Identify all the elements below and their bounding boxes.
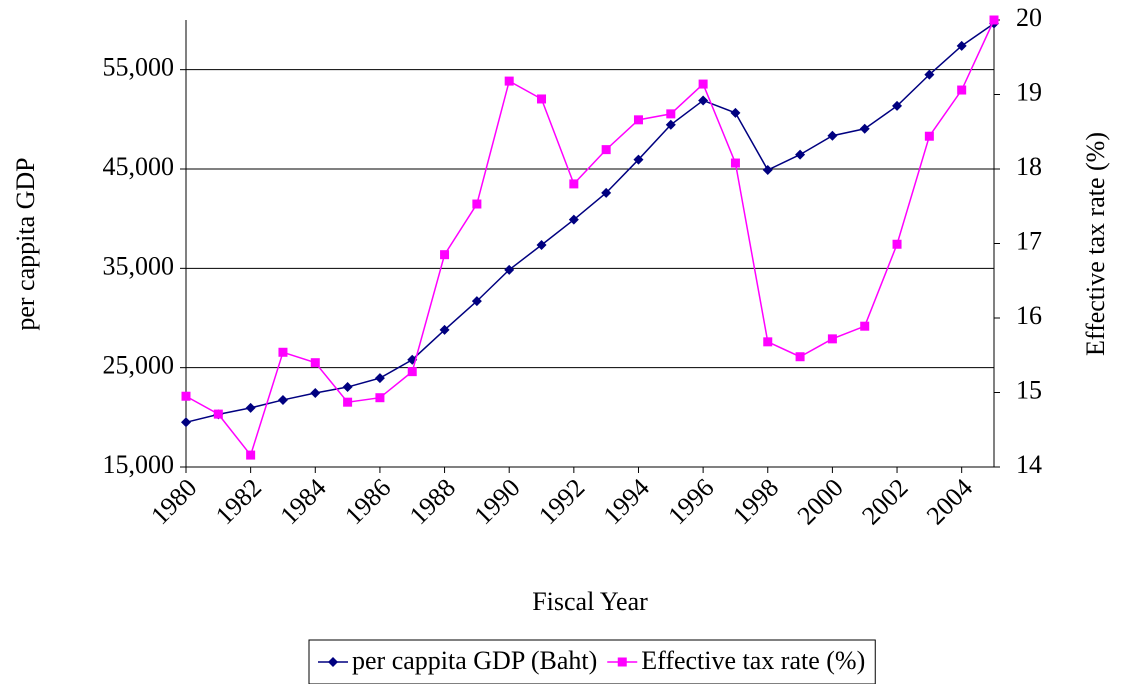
data-point: [859, 123, 870, 134]
data-point: [924, 131, 934, 141]
data-point: [310, 387, 321, 398]
data-point: [827, 130, 838, 141]
y2-tick-label: 16: [1016, 301, 1042, 330]
y2-tick-label: 18: [1016, 152, 1042, 181]
legend-label: Effective tax rate (%): [641, 646, 865, 675]
legend-box: [308, 639, 876, 684]
data-point: [698, 79, 708, 89]
y-tick-label: 25,000: [103, 351, 175, 380]
x-tick-label: 1992: [533, 473, 590, 530]
y-tick-label: 45,000: [103, 152, 175, 181]
data-point: [504, 264, 515, 275]
x-tick-label: 2002: [856, 473, 913, 530]
data-point: [924, 69, 935, 80]
data-point: [730, 158, 740, 168]
data-point: [795, 352, 805, 362]
y-tick-label: 35,000: [103, 251, 175, 280]
x-tick-label: 2004: [921, 473, 978, 530]
data-point: [310, 358, 320, 368]
data-point: [795, 149, 806, 160]
y-tick-label: 15,000: [103, 450, 175, 479]
y2-tick-label: 14: [1016, 450, 1042, 479]
y2-tick-label: 20: [1016, 3, 1042, 32]
data-point: [827, 334, 837, 344]
data-point: [537, 94, 547, 104]
data-point: [892, 239, 902, 249]
data-point: [440, 250, 450, 260]
data-point: [504, 76, 514, 86]
data-point: [762, 164, 773, 175]
data-point: [343, 397, 353, 407]
x-tick-label: 1996: [662, 473, 719, 530]
data-point: [375, 393, 385, 403]
data-point: [536, 239, 547, 250]
y-tick-label: 55,000: [103, 53, 175, 82]
x-tick-label: 1990: [468, 473, 525, 530]
data-point: [989, 15, 999, 25]
data-point: [472, 199, 482, 209]
data-point: [601, 145, 611, 155]
data-point: [374, 373, 385, 384]
legend-marker: [328, 657, 338, 667]
data-point: [698, 95, 709, 106]
series-line: [185, 19, 995, 457]
x-tick-label: 1986: [339, 473, 396, 530]
data-point: [471, 296, 482, 307]
data-point: [892, 100, 903, 111]
data-point: [439, 324, 450, 335]
x-tick-label: 1988: [404, 473, 461, 530]
data-point: [633, 115, 643, 125]
data-point: [568, 214, 579, 225]
series-line: [185, 22, 995, 424]
data-point: [763, 337, 773, 347]
data-point: [569, 179, 579, 189]
data-point: [213, 409, 223, 419]
x-tick-label: 1980: [145, 473, 202, 530]
x-tick-label: 1982: [210, 473, 267, 530]
legend-label: per cappita GDP (Baht): [352, 646, 597, 675]
x-axis-label: Fiscal Year: [532, 587, 648, 616]
data-point: [601, 187, 612, 198]
data-point: [730, 107, 741, 118]
x-tick-label: 1998: [727, 473, 784, 530]
legend: per cappita GDP (Baht) Effective tax rate…: [308, 639, 876, 684]
x-tick-label: 1994: [598, 473, 655, 530]
data-point: [665, 119, 676, 130]
data-point: [245, 402, 256, 413]
x-tick-label: 1984: [274, 473, 331, 530]
data-point: [342, 382, 353, 393]
data-point: [666, 109, 676, 119]
data-point: [181, 417, 191, 428]
legend-marker: [617, 657, 627, 667]
data-point: [277, 394, 288, 405]
y-axis-label: per cappita GDP: [11, 157, 40, 330]
data-point: [246, 450, 256, 460]
data-point: [407, 367, 417, 377]
y2-tick-label: 17: [1016, 226, 1042, 255]
data-point: [181, 391, 191, 401]
data-point: [278, 347, 288, 357]
y2-tick-label: 19: [1016, 77, 1042, 106]
y2-tick-label: 15: [1016, 375, 1042, 404]
x-tick-label: 2000: [792, 473, 849, 530]
y2-axis-label: Effective tax rate (%): [1081, 132, 1110, 356]
data-point: [860, 321, 870, 331]
data-point: [957, 85, 967, 95]
data-point: [956, 40, 967, 51]
data-point: [633, 154, 644, 165]
